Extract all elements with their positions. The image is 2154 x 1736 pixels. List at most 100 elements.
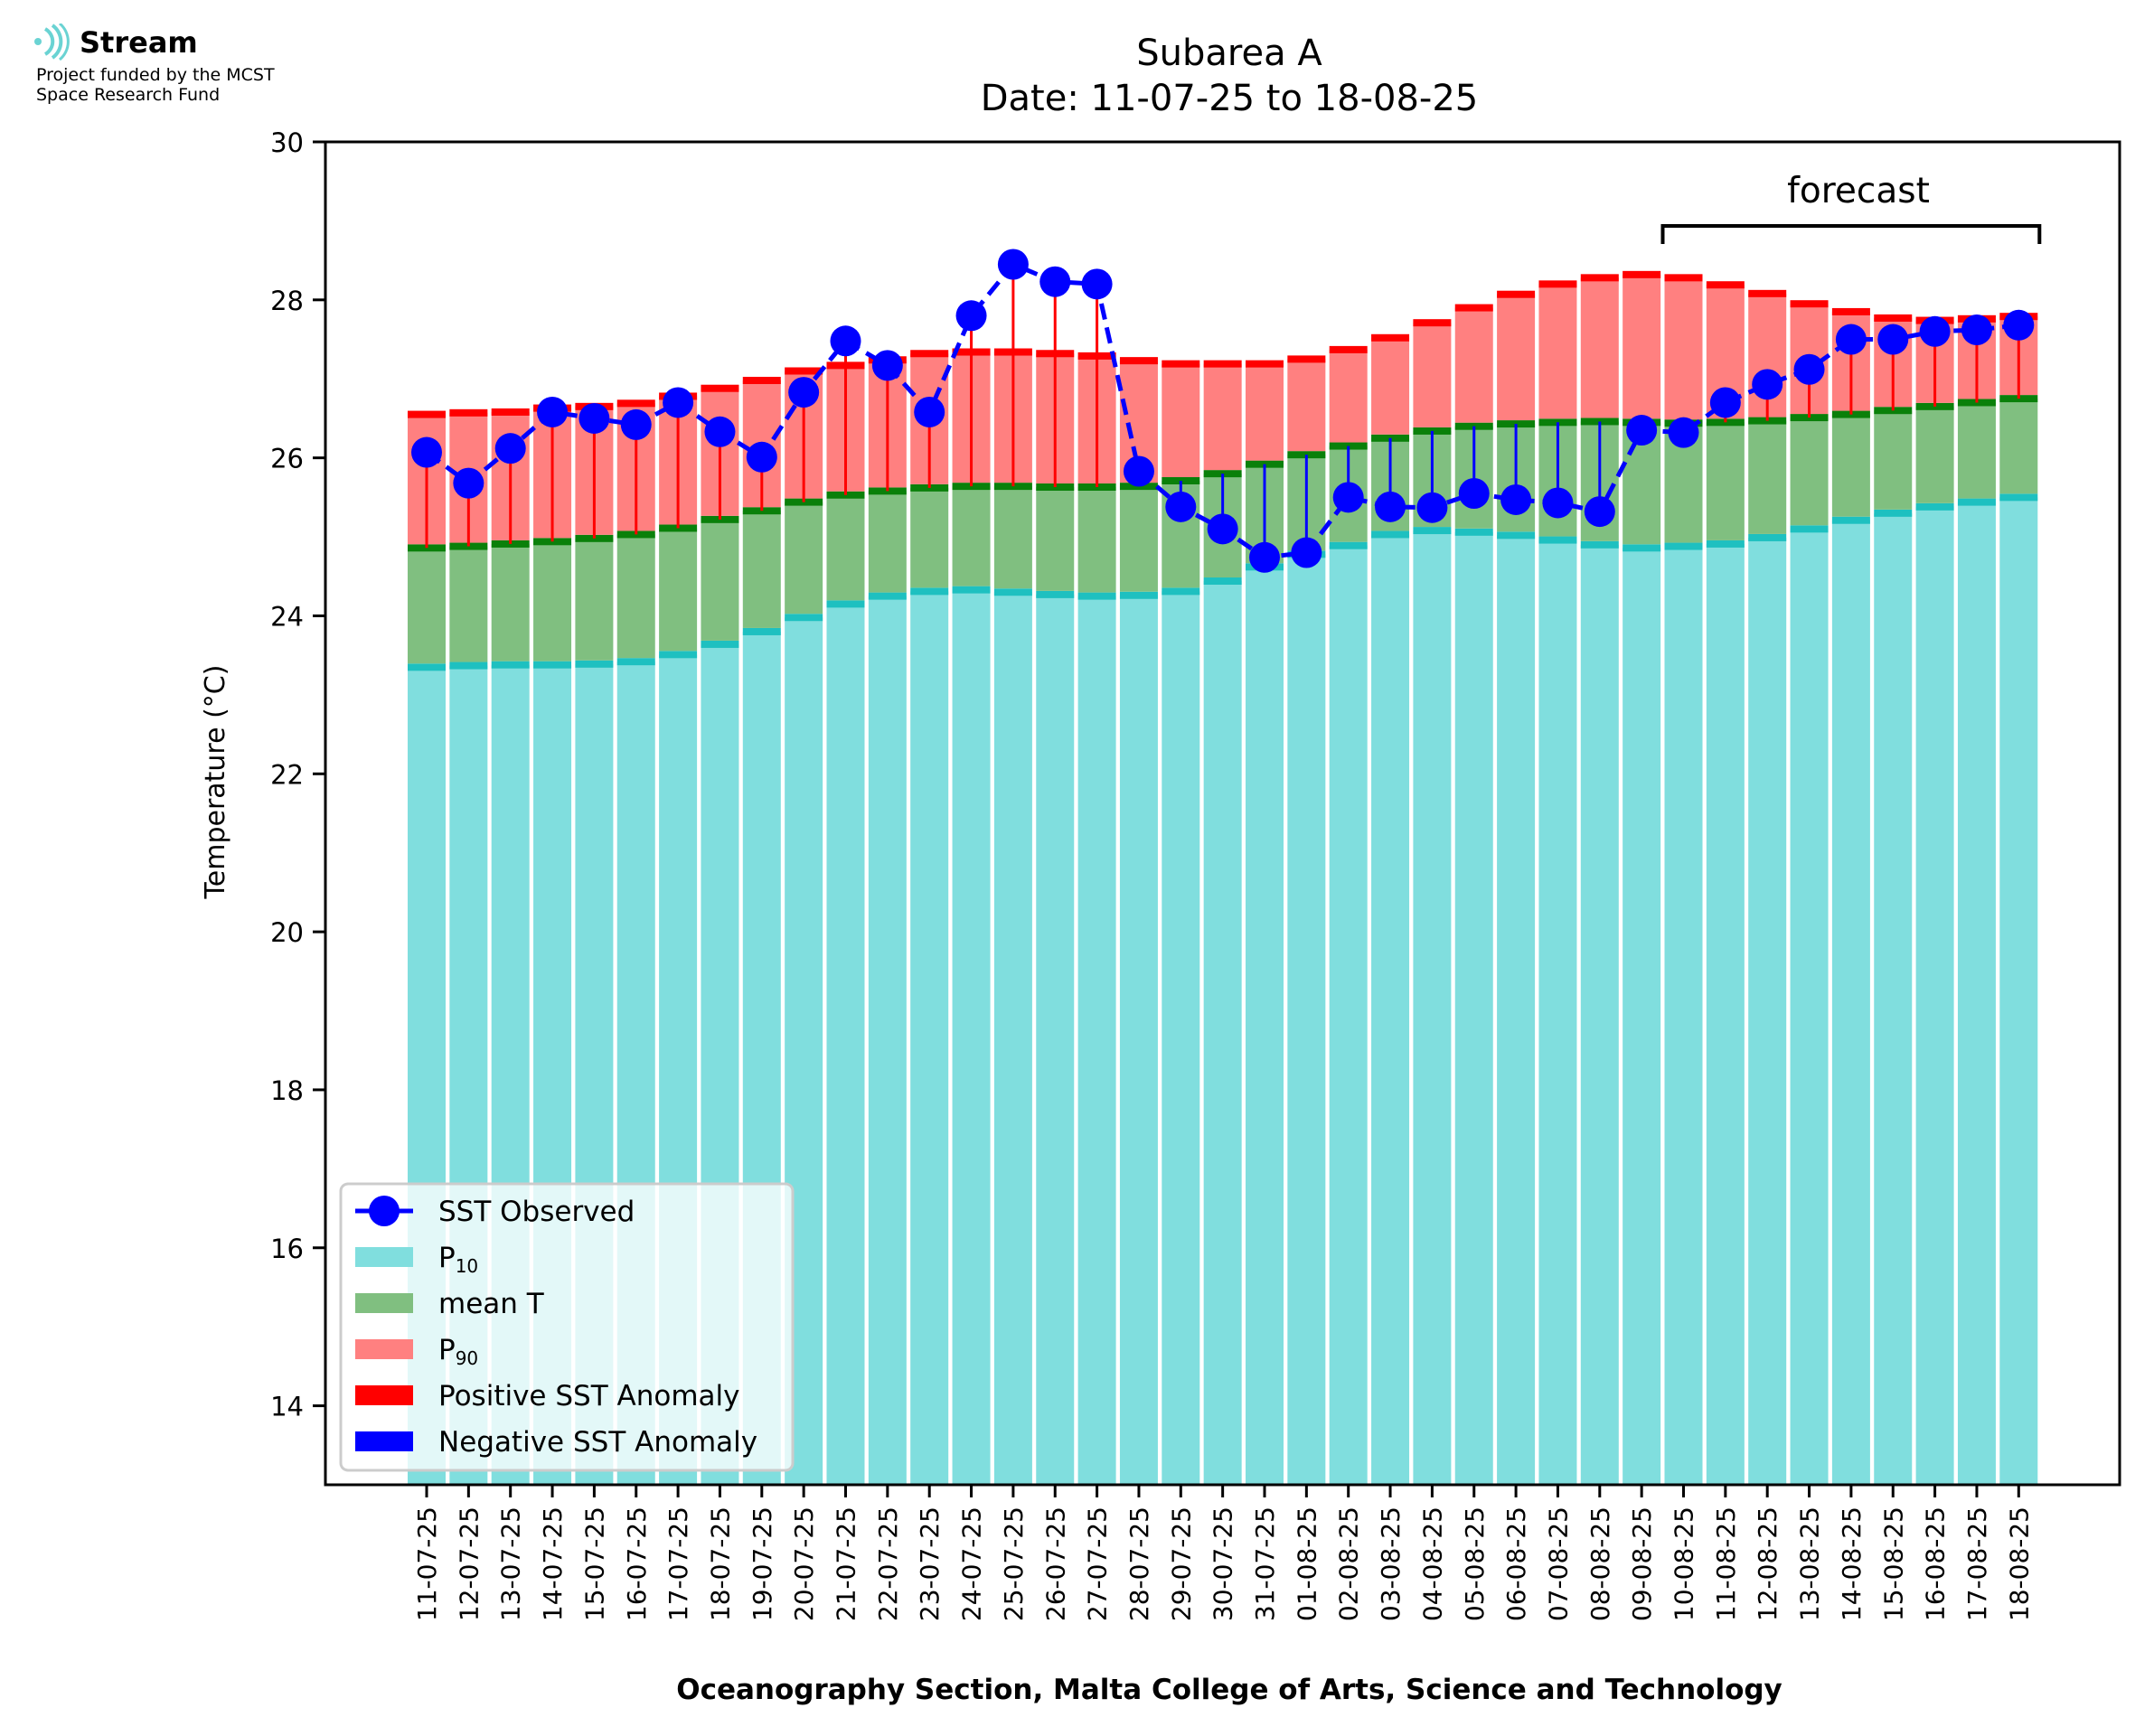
p10-bar bbox=[1915, 506, 1954, 1486]
p10-bar-edge bbox=[1077, 592, 1116, 600]
sst-observed-point bbox=[1752, 369, 1783, 400]
p90-bar-edge bbox=[1580, 274, 1619, 282]
mean-bar bbox=[868, 491, 907, 593]
p90-bar bbox=[1203, 363, 1242, 471]
p10-bar-edge bbox=[1162, 587, 1200, 596]
y-tick-label: 22 bbox=[270, 759, 304, 790]
x-tick-label: 14-08-25 bbox=[1837, 1506, 1867, 1621]
p90-bar-edge bbox=[1246, 360, 1284, 368]
p90-bar-edge bbox=[785, 367, 823, 375]
x-tick-label: 15-08-25 bbox=[1878, 1506, 1908, 1621]
p10-bar-edge bbox=[1831, 516, 1870, 524]
p10-bar bbox=[1162, 591, 1200, 1485]
p10-bar-edge bbox=[533, 661, 572, 669]
p10-bar-edge bbox=[826, 600, 865, 608]
p10-bar-edge bbox=[701, 640, 739, 648]
p10-bar-edge bbox=[449, 662, 488, 670]
p10-bar bbox=[1497, 535, 1536, 1486]
p10-bar bbox=[1538, 540, 1577, 1485]
mean-bar bbox=[826, 494, 865, 601]
p10-bar bbox=[993, 592, 1032, 1485]
bar-group bbox=[952, 348, 991, 1485]
mean-bar bbox=[1077, 486, 1116, 593]
bar-group bbox=[826, 361, 865, 1485]
p10-bar-edge bbox=[1915, 502, 1954, 511]
mean-bar bbox=[742, 511, 781, 628]
chart-subtitle: Date: 11-07-25 to 18-08-25 bbox=[981, 78, 1479, 119]
x-tick-label: 02-08-25 bbox=[1334, 1506, 1364, 1621]
sst-observed-point bbox=[578, 402, 610, 434]
mean-bar bbox=[1706, 422, 1745, 540]
p10-bar-edge bbox=[1329, 541, 1368, 549]
p90-bar bbox=[1371, 337, 1410, 435]
x-tick-label: 21-07-25 bbox=[832, 1506, 861, 1621]
p90-bar-edge bbox=[910, 350, 949, 358]
sst-observed-point bbox=[1416, 492, 1448, 523]
p90-bar bbox=[1162, 363, 1200, 477]
p10-bar bbox=[1748, 537, 1787, 1486]
p10-bar-edge bbox=[1454, 528, 1493, 536]
sst-observed-point bbox=[1626, 415, 1658, 446]
x-tick-label: 03-08-25 bbox=[1376, 1506, 1406, 1621]
y-tick-label: 16 bbox=[270, 1234, 304, 1264]
x-tick-label: 14-07-25 bbox=[538, 1506, 568, 1621]
p10-bar-edge bbox=[742, 627, 781, 635]
bar-group bbox=[1664, 274, 1703, 1485]
bar-group bbox=[1454, 304, 1493, 1485]
sst-observed-point bbox=[1500, 483, 1532, 515]
p90-bar-edge bbox=[616, 399, 655, 408]
bar-group bbox=[1957, 314, 1996, 1485]
stream-logo-icon bbox=[34, 22, 70, 61]
y-tick-label: 26 bbox=[270, 444, 304, 474]
p10-bar-edge bbox=[868, 592, 907, 600]
logo-subtitle-line2: Space Research Fund bbox=[36, 85, 221, 105]
x-tick-label: 18-07-25 bbox=[705, 1506, 735, 1621]
x-tick-label: 25-07-25 bbox=[999, 1506, 1029, 1621]
x-tick-label: 17-07-25 bbox=[663, 1506, 693, 1621]
forecast-bracket: forecast bbox=[1660, 171, 2042, 244]
legend-swatch bbox=[355, 1385, 413, 1405]
mean-bar bbox=[1915, 406, 1954, 503]
mean-bar bbox=[1036, 486, 1075, 591]
mean-bar bbox=[910, 487, 949, 588]
bar-group bbox=[1999, 313, 2038, 1485]
mean-bar bbox=[533, 541, 572, 662]
mean-bar bbox=[449, 546, 488, 662]
p90-bar-edge bbox=[1790, 300, 1829, 308]
p10-bar bbox=[1664, 546, 1703, 1485]
sst-observed-point bbox=[1458, 477, 1490, 509]
p10-bar bbox=[1999, 497, 2038, 1485]
sst-observed-point bbox=[453, 467, 484, 499]
sst-observed-point bbox=[494, 433, 526, 464]
y-axis-label: Temperature (°C) bbox=[200, 665, 231, 900]
legend-box bbox=[339, 1182, 795, 1472]
p10-bar bbox=[1957, 502, 1996, 1485]
mean-bar bbox=[575, 538, 614, 661]
bar-group bbox=[1790, 300, 1829, 1485]
p10-bar-edge bbox=[1623, 544, 1661, 552]
mean-bar bbox=[785, 502, 823, 615]
sst-observed-point bbox=[1165, 491, 1197, 522]
p10-bar-edge bbox=[1706, 540, 1745, 548]
mean-bar bbox=[1957, 402, 1996, 499]
bar-group bbox=[1119, 357, 1158, 1485]
p10-bar bbox=[1413, 530, 1452, 1485]
legend-label: mean T bbox=[438, 1288, 545, 1320]
x-tick-label: 26-07-25 bbox=[1040, 1506, 1070, 1621]
legend-swatch bbox=[355, 1247, 413, 1267]
sst-observed-point bbox=[1961, 314, 1992, 346]
p90-bar-edge bbox=[1287, 355, 1326, 363]
legend-swatch bbox=[355, 1339, 413, 1359]
sst-observed-point bbox=[955, 300, 987, 332]
sst-observed-point bbox=[1081, 268, 1113, 300]
mean-bar bbox=[616, 534, 655, 659]
sst-observed-point bbox=[1207, 513, 1238, 545]
x-tick-label: 06-08-25 bbox=[1501, 1506, 1531, 1621]
mean-bar bbox=[408, 548, 446, 664]
bar-group bbox=[1036, 350, 1075, 1485]
p90-bar-edge bbox=[1831, 307, 1870, 315]
p90-bar-edge bbox=[491, 408, 530, 416]
sst-observed-point bbox=[1877, 324, 1909, 355]
p10-bar-edge bbox=[952, 586, 991, 594]
